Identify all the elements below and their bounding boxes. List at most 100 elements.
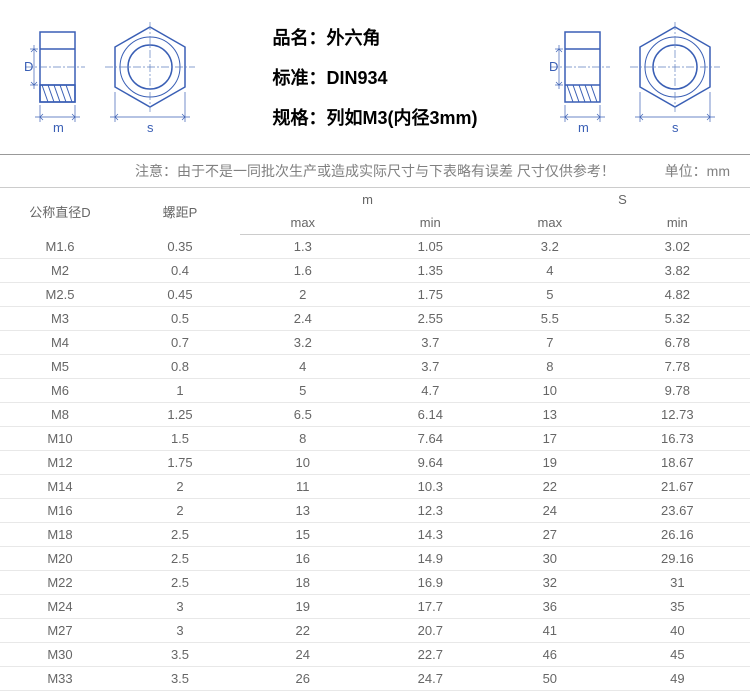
cell-s_min: 16.73 — [605, 427, 750, 451]
cell-s_max: 36 — [495, 595, 605, 619]
cell-s_min: 49 — [605, 667, 750, 691]
cell-s_min: 18.67 — [605, 451, 750, 475]
cell-s_max: 22 — [495, 475, 605, 499]
cell-m_min: 17.7 — [366, 595, 495, 619]
cell-s_min: 7.78 — [605, 355, 750, 379]
diagram-left: D m s — [20, 17, 205, 137]
header-p: 螺距P — [120, 188, 240, 235]
cell-s_max: 5.5 — [495, 307, 605, 331]
cell-d: M30 — [0, 643, 120, 667]
table-row: M2431917.73635 — [0, 595, 750, 619]
cell-m_max: 3.2 — [240, 331, 366, 355]
cell-d: M16 — [0, 499, 120, 523]
cell-p: 1.25 — [120, 403, 240, 427]
nut-side-view-icon: D m — [20, 17, 90, 137]
name-value: 外六角 — [326, 28, 380, 48]
cell-m_min: 1.35 — [366, 259, 495, 283]
cell-p: 0.8 — [120, 355, 240, 379]
header-d: 公称直径D — [0, 188, 120, 235]
cell-d: M8 — [0, 403, 120, 427]
label-d: D — [24, 59, 33, 74]
header-m-min: min — [366, 211, 495, 235]
header-m-max: max — [240, 211, 366, 235]
cell-d: M6 — [0, 379, 120, 403]
table-row: M2732220.74140 — [0, 619, 750, 643]
nut-front-view-icon: s — [95, 17, 205, 137]
cell-s_max: 13 — [495, 403, 605, 427]
cell-s_min: 29.16 — [605, 547, 750, 571]
cell-m_min: 24.7 — [366, 667, 495, 691]
cell-s_min: 21.67 — [605, 475, 750, 499]
cell-p: 0.7 — [120, 331, 240, 355]
cell-m_min: 20.7 — [366, 619, 495, 643]
cell-m_max: 16 — [240, 547, 366, 571]
cell-d: M2.5 — [0, 283, 120, 307]
table-row: M121.75109.641918.67 — [0, 451, 750, 475]
table-row: M81.256.56.141312.73 — [0, 403, 750, 427]
cell-m_max: 10 — [240, 451, 366, 475]
label-d: D — [549, 59, 558, 74]
cell-s_max: 5 — [495, 283, 605, 307]
cell-m_max: 18 — [240, 571, 366, 595]
cell-m_max: 6.5 — [240, 403, 366, 427]
cell-m_max: 1.3 — [240, 235, 366, 259]
cell-d: M2 — [0, 259, 120, 283]
info-name: 品名：外六角 — [272, 24, 477, 50]
cell-p: 2.5 — [120, 571, 240, 595]
cell-m_max: 22 — [240, 619, 366, 643]
cell-p: 0.35 — [120, 235, 240, 259]
cell-s_min: 45 — [605, 643, 750, 667]
cell-p: 0.4 — [120, 259, 240, 283]
cell-s_max: 24 — [495, 499, 605, 523]
label-s: s — [147, 120, 154, 135]
table-row: M202.51614.93029.16 — [0, 547, 750, 571]
cell-m_min: 6.14 — [366, 403, 495, 427]
table-row: M20.41.61.3543.82 — [0, 259, 750, 283]
cell-p: 0.5 — [120, 307, 240, 331]
cell-m_min: 1.05 — [366, 235, 495, 259]
cell-s_max: 41 — [495, 619, 605, 643]
cell-s_max: 32 — [495, 571, 605, 595]
cell-m_max: 26 — [240, 667, 366, 691]
cell-s_max: 17 — [495, 427, 605, 451]
cell-s_max: 4 — [495, 259, 605, 283]
std-label: 标准： — [272, 68, 326, 88]
header-s: S — [495, 188, 750, 211]
cell-m_min: 9.64 — [366, 451, 495, 475]
cell-s_min: 26.16 — [605, 523, 750, 547]
cell-m_min: 12.3 — [366, 499, 495, 523]
std-value: DIN934 — [326, 68, 387, 88]
table-row: M1621312.32423.67 — [0, 499, 750, 523]
cell-p: 3 — [120, 619, 240, 643]
diagram-right: D m s — [545, 17, 730, 137]
cell-d: M3 — [0, 307, 120, 331]
header-m: m — [240, 188, 495, 211]
cell-m_min: 3.7 — [366, 331, 495, 355]
cell-p: 1.5 — [120, 427, 240, 451]
cell-s_max: 8 — [495, 355, 605, 379]
table-row: M222.51816.93231 — [0, 571, 750, 595]
cell-m_min: 22.7 — [366, 643, 495, 667]
cell-m_max: 13 — [240, 499, 366, 523]
cell-p: 3.5 — [120, 643, 240, 667]
cell-p: 2.5 — [120, 523, 240, 547]
table-row: M40.73.23.776.78 — [0, 331, 750, 355]
spec-table: 公称直径D 螺距P m S max min max min M1.60.351.… — [0, 188, 750, 691]
cell-m_max: 1.6 — [240, 259, 366, 283]
table-row: M303.52422.74645 — [0, 643, 750, 667]
cell-p: 1.75 — [120, 451, 240, 475]
cell-s_min: 3.02 — [605, 235, 750, 259]
cell-s_min: 23.67 — [605, 499, 750, 523]
table-row: M182.51514.32726.16 — [0, 523, 750, 547]
cell-d: M33 — [0, 667, 120, 691]
label-m: m — [578, 120, 589, 135]
header-s-min: min — [605, 211, 750, 235]
cell-s_min: 4.82 — [605, 283, 750, 307]
cell-d: M1.6 — [0, 235, 120, 259]
cell-s_max: 27 — [495, 523, 605, 547]
spec-value: 列如M3(内径3mm) — [326, 108, 477, 128]
cell-s_max: 19 — [495, 451, 605, 475]
cell-d: M5 — [0, 355, 120, 379]
cell-s_max: 50 — [495, 667, 605, 691]
unit-label: 单位：mm — [665, 161, 730, 181]
